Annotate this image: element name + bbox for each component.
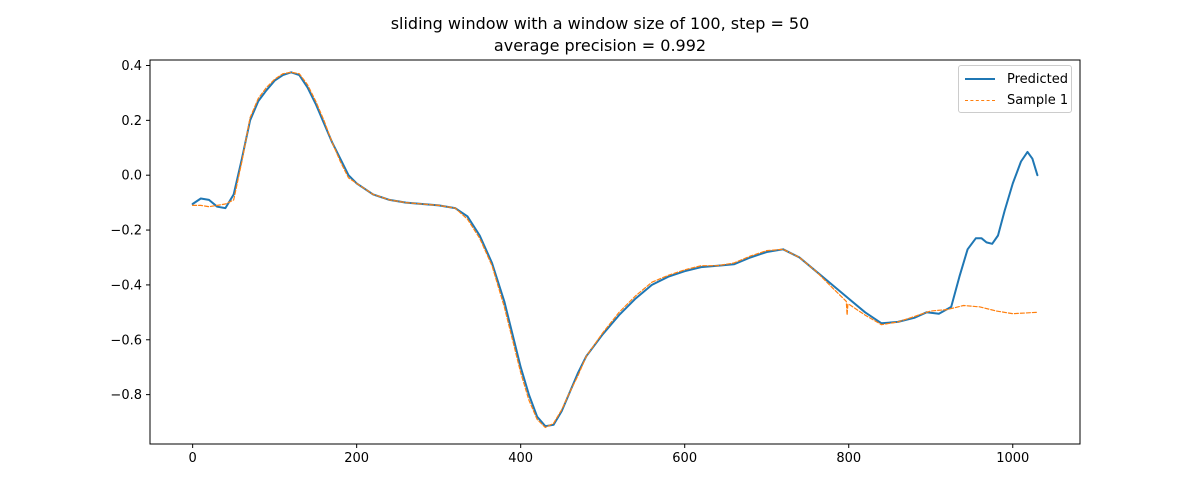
y-tick-label: −0.8 <box>110 388 142 403</box>
series-line-predicted <box>191 71 1039 428</box>
y-tick-label: 0.0 <box>121 169 142 184</box>
y-tick-label: −0.6 <box>110 333 142 348</box>
chart-title: sliding window with a window size of 100… <box>390 14 810 33</box>
x-tick-label: 1000 <box>996 451 1029 466</box>
legend-entry-predicted: Predicted <box>965 69 1068 89</box>
legend-swatch-sample-1 <box>965 99 995 101</box>
x-axis: 0 200 400 600 800 1000 <box>189 444 1029 466</box>
series-line-sample-1 <box>192 71 1038 429</box>
y-tick-label: 0.2 <box>121 114 142 129</box>
series-layer <box>191 71 1039 429</box>
y-tick-label: −0.4 <box>110 278 142 293</box>
x-tick-label: 0 <box>189 451 197 466</box>
legend-label-predicted: Predicted <box>1007 71 1069 87</box>
legend: Predicted Sample 1 <box>958 65 1072 113</box>
x-tick-label: 400 <box>508 451 533 466</box>
chart-subtitle: average precision = 0.992 <box>493 36 707 55</box>
plot-area-frame <box>149 59 1081 445</box>
x-tick-label: 200 <box>344 451 369 466</box>
legend-label-sample-1: Sample 1 <box>1007 92 1069 108</box>
legend-swatch-predicted <box>965 78 995 80</box>
y-tick-label: −0.2 <box>110 224 142 239</box>
x-tick-label: 600 <box>672 451 697 466</box>
y-axis: 0.4 0.2 0.0 −0.2 −0.4 −0.6 −0.8 <box>110 59 150 403</box>
y-tick-label: 0.4 <box>121 59 142 74</box>
legend-entry-sample-1: Sample 1 <box>965 90 1068 110</box>
x-tick-label: 800 <box>836 451 861 466</box>
